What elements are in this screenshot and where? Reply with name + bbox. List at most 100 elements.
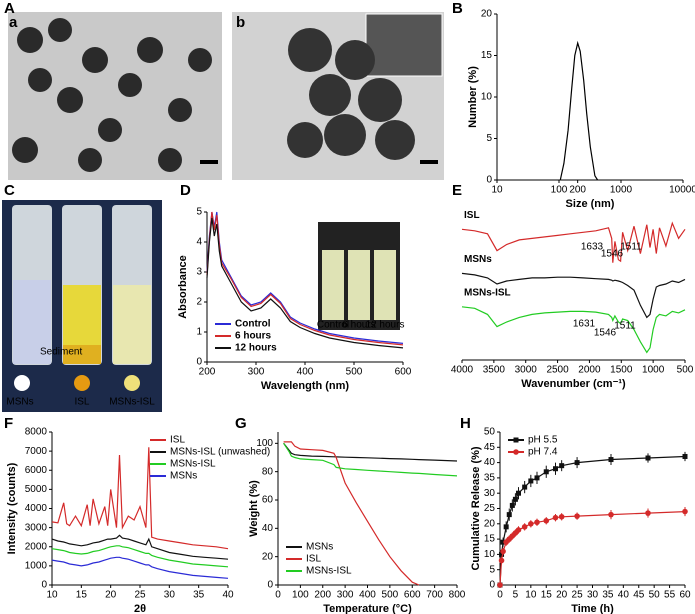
series-line (283, 442, 458, 477)
particle (137, 37, 163, 63)
x-tick-label: 200 (199, 367, 216, 378)
particle (12, 137, 38, 163)
series-line (461, 272, 686, 319)
photo-label: MSNs-ISL (109, 397, 155, 408)
x-tick-label: 30 (587, 590, 599, 601)
marker (516, 490, 521, 496)
x-tick-label: 10000 (669, 185, 695, 196)
marker (512, 496, 518, 502)
x-tick-label: 100 (292, 590, 309, 601)
panel-label: E (452, 182, 462, 199)
y-tick-label: 25 (484, 503, 496, 514)
x-tick-label: 200 (569, 185, 586, 196)
particle (358, 78, 402, 122)
y-tick-label: 1000 (25, 561, 48, 572)
x-tick-label: 35 (602, 590, 614, 601)
x-tick-label: 50 (649, 590, 661, 601)
legend-label: pH 7.4 (528, 447, 558, 458)
scale-bar (200, 160, 218, 164)
marker (543, 469, 549, 475)
marker (506, 512, 512, 518)
particle (335, 40, 375, 80)
annotation: 1546 (594, 328, 617, 339)
y-tick-label: 40 (484, 457, 496, 468)
vial (348, 250, 370, 320)
y-tick-label: 80 (262, 466, 274, 477)
y-tick-label: 5 (196, 207, 202, 218)
y-tick-label: 6000 (25, 465, 48, 476)
particle (82, 47, 108, 73)
x-tick-label: 300 (248, 367, 265, 378)
series-line (559, 40, 599, 181)
legend-label: ISL (170, 435, 185, 446)
y-tick-label: 5000 (25, 484, 48, 495)
marker (509, 502, 515, 508)
marker (645, 510, 651, 516)
x-tick-label: 1000 (610, 185, 633, 196)
marker (500, 548, 506, 555)
legend-label: 12 hours (235, 343, 277, 354)
legend-label: MSNs (306, 542, 333, 553)
legend-label: Control (235, 319, 271, 330)
y-tick-label: 10 (484, 549, 496, 560)
x-tick-label: 600 (404, 590, 421, 601)
x-tick-label: 200 (314, 590, 331, 601)
annotation: 1546 (601, 249, 624, 260)
marker (543, 517, 550, 524)
y-tick-label: 0 (267, 580, 273, 591)
particle (188, 48, 212, 72)
series-line (499, 455, 686, 586)
photo-label: ISL (74, 397, 89, 408)
legend-label: pH 5.5 (528, 435, 558, 446)
legend-label: 6 hours (235, 331, 272, 342)
series-line (461, 306, 686, 354)
x-tick-label: 10 (46, 590, 58, 601)
x-axis-label: Temperature (°C) (323, 603, 412, 614)
x-tick-label: 30 (164, 590, 176, 601)
y-tick-label: 15 (481, 50, 493, 61)
panel-label: H (460, 415, 471, 432)
legend-label: ISL (306, 554, 321, 565)
particle (78, 148, 102, 172)
y-tick-label: 20 (484, 518, 496, 529)
x-tick-label: 2500 (546, 365, 569, 376)
y-tick-label: 10 (481, 92, 493, 103)
x-tick-label: 4000 (451, 365, 474, 376)
marker (497, 582, 503, 588)
marker (608, 511, 614, 518)
marker (574, 460, 580, 466)
marker (534, 519, 540, 526)
x-tick-label: 1500 (610, 365, 633, 376)
series-label: MSNs (464, 254, 492, 265)
marker (682, 453, 688, 459)
powder (74, 375, 90, 391)
particle (17, 27, 43, 53)
tem-inset (365, 13, 443, 77)
x-tick-label: 3500 (483, 365, 506, 376)
series-label: MSNs-ISL (464, 287, 511, 298)
x-axis-label: Wavenumber (cm⁻¹) (521, 378, 626, 390)
x-tick-label: 15 (541, 590, 553, 601)
y-tick-label: 0 (196, 357, 202, 368)
marker (534, 475, 540, 481)
x-tick-label: 0 (497, 590, 503, 601)
panel-label: D (180, 182, 191, 199)
marker (499, 551, 505, 557)
series-line (461, 221, 686, 263)
particle (288, 28, 332, 72)
x-tick-label: 1000 (642, 365, 665, 376)
x-tick-label: 400 (297, 367, 314, 378)
y-tick-label: 30 (484, 488, 496, 499)
x-tick-label: 10 (525, 590, 537, 601)
y-tick-label: 60 (262, 495, 274, 506)
particle (168, 98, 192, 122)
powder (124, 375, 140, 391)
particle (324, 114, 366, 156)
vial-liquid (113, 285, 151, 364)
series-line (283, 441, 420, 586)
x-tick-label: 20 (105, 590, 117, 601)
x-tick-label: 15 (76, 590, 88, 601)
particle (48, 18, 72, 42)
marker (552, 514, 559, 521)
x-tick-label: 55 (664, 590, 676, 601)
